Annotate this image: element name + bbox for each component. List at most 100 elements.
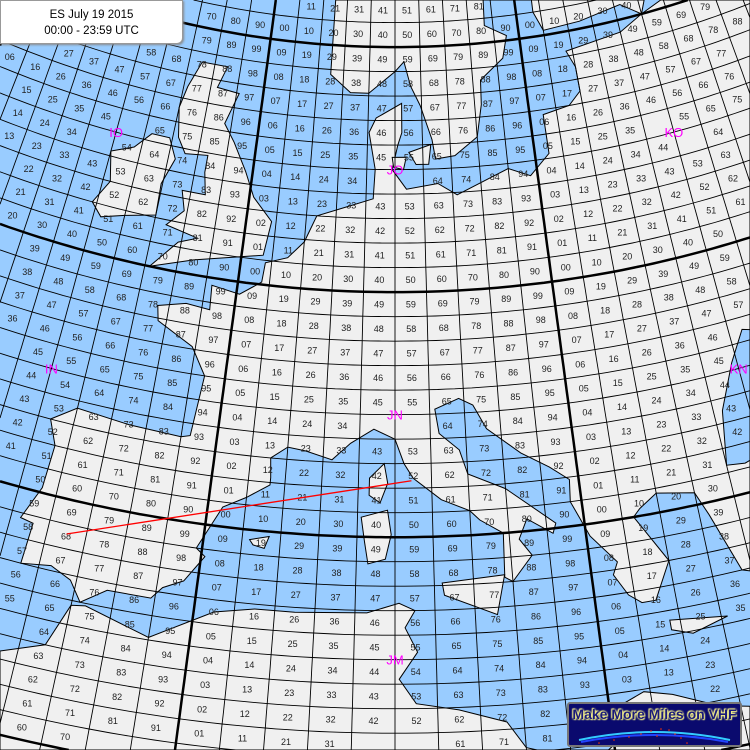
great-britain bbox=[147, 61, 273, 268]
square-label: 07 bbox=[271, 96, 281, 106]
square-label: 75 bbox=[182, 132, 192, 142]
square-label: 16 bbox=[609, 354, 619, 364]
square-label: 42 bbox=[368, 716, 378, 726]
square-label: 84 bbox=[490, 172, 500, 182]
square-meridian bbox=[218, 0, 301, 750]
square-label: 31 bbox=[344, 250, 354, 260]
field-label-io: IO bbox=[109, 125, 123, 140]
square-label: 85 bbox=[167, 378, 177, 388]
square-label: 55 bbox=[410, 642, 420, 652]
square-label: 43 bbox=[369, 691, 379, 701]
square-label: 05 bbox=[579, 384, 589, 394]
square-label: 20 bbox=[671, 492, 681, 502]
square-parallel bbox=[0, 633, 750, 685]
square-label: 12 bbox=[583, 209, 593, 219]
square-label: 31 bbox=[334, 494, 344, 504]
square-label: 41 bbox=[371, 495, 381, 505]
square-label: 67 bbox=[55, 555, 65, 565]
square-label: 22 bbox=[283, 712, 293, 722]
square-label: 34 bbox=[347, 176, 357, 186]
square-label: 16 bbox=[272, 367, 282, 377]
square-label: 00 bbox=[561, 262, 571, 272]
square-label: 80 bbox=[522, 514, 532, 524]
square-label: 18 bbox=[600, 306, 610, 316]
square-label: 14 bbox=[290, 172, 300, 182]
square-label: 96 bbox=[169, 602, 179, 612]
square-label: 08 bbox=[568, 311, 578, 321]
square-label: 19 bbox=[256, 538, 266, 548]
square-label: 55 bbox=[404, 152, 414, 162]
square-label: 15 bbox=[292, 148, 302, 158]
square-label: 58 bbox=[727, 276, 737, 286]
square-label: 13 bbox=[265, 441, 275, 451]
square-label: 57 bbox=[78, 309, 88, 319]
square-label: 15 bbox=[21, 85, 31, 95]
square-label: 39 bbox=[603, 30, 613, 40]
square-label: 72 bbox=[481, 468, 491, 478]
square-label: 65 bbox=[44, 603, 54, 613]
square-parallel bbox=[0, 66, 750, 146]
square-label: 02 bbox=[554, 214, 564, 224]
square-label: 34 bbox=[67, 127, 77, 137]
square-label: 81 bbox=[542, 733, 552, 743]
square-label: 37 bbox=[340, 347, 350, 357]
square-label: 21 bbox=[16, 187, 26, 197]
square-label: 57 bbox=[140, 72, 150, 82]
square-label: 88 bbox=[222, 64, 232, 74]
square-label: 95 bbox=[201, 384, 211, 394]
square-meridian bbox=[441, 0, 484, 750]
square-label: 67 bbox=[430, 103, 440, 113]
square-label: 32 bbox=[52, 174, 62, 184]
square-label: 94 bbox=[518, 169, 528, 179]
square-label: 30 bbox=[37, 220, 47, 230]
square-label: 76 bbox=[89, 588, 99, 598]
square-label: 45 bbox=[101, 112, 111, 122]
square-label: 49 bbox=[377, 54, 387, 64]
square-label: 56 bbox=[410, 618, 420, 628]
square-label: 80 bbox=[188, 257, 198, 267]
square-label: 54 bbox=[411, 667, 421, 677]
square-label: 23 bbox=[608, 180, 618, 190]
square-label: 49 bbox=[60, 253, 70, 263]
square-label: 83 bbox=[116, 668, 126, 678]
square-label: 61 bbox=[446, 494, 456, 504]
square-label: 02 bbox=[590, 456, 600, 466]
square-label: 41 bbox=[375, 250, 385, 260]
square-label: 91 bbox=[527, 242, 537, 252]
square-label: 47 bbox=[114, 64, 124, 74]
square-label: 11 bbox=[630, 475, 639, 485]
square-label: 31 bbox=[325, 739, 335, 749]
square-label: 72 bbox=[119, 444, 129, 454]
square-label: 07 bbox=[212, 583, 222, 593]
square-label: 88 bbox=[137, 547, 147, 557]
square-parallel bbox=[0, 12, 750, 97]
square-label: 99 bbox=[180, 529, 190, 539]
square-label: 45 bbox=[33, 347, 43, 357]
square-label: 43 bbox=[664, 166, 674, 176]
square-label: 30 bbox=[708, 484, 718, 494]
square-label: 86 bbox=[531, 611, 541, 621]
square-parallel bbox=[0, 607, 750, 661]
square-label: 66 bbox=[50, 579, 60, 589]
square-label: 02 bbox=[197, 704, 207, 714]
square-label: 94 bbox=[577, 656, 587, 666]
square-label: 93 bbox=[521, 194, 531, 204]
square-label: 37 bbox=[15, 290, 25, 300]
square-label: 47 bbox=[47, 300, 57, 310]
square-label: 15 bbox=[247, 636, 257, 646]
square-label: 16 bbox=[651, 595, 661, 605]
square-label: 22 bbox=[612, 204, 622, 214]
square-label: 11 bbox=[588, 233, 597, 243]
square-label: 42 bbox=[372, 471, 382, 481]
square-label: 69 bbox=[428, 54, 438, 64]
square-label: 62 bbox=[728, 174, 738, 184]
square-label: 03 bbox=[200, 680, 210, 690]
square-label: 33 bbox=[636, 173, 646, 183]
square-parallel bbox=[0, 557, 750, 612]
field-label-jm: JM bbox=[386, 653, 403, 668]
square-label: 04 bbox=[618, 650, 628, 660]
square-label: 38 bbox=[22, 267, 32, 277]
square-label: 53 bbox=[408, 446, 418, 456]
field-parallel bbox=[101, 0, 689, 49]
square-label: 02 bbox=[256, 218, 266, 228]
